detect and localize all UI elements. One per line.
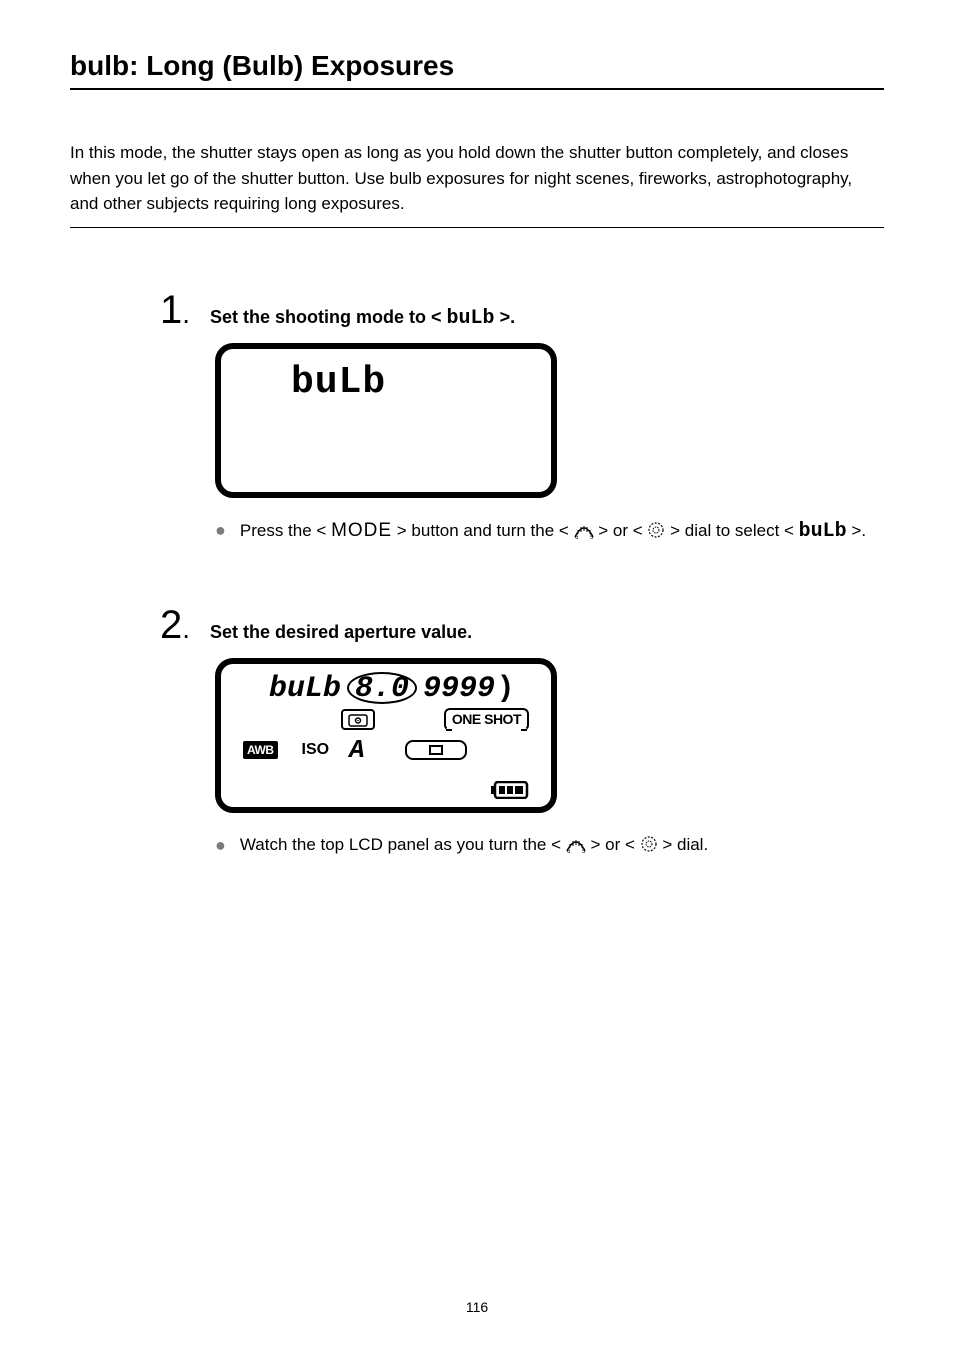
page-number: 116 [0, 1299, 954, 1315]
lcd1-bulb-text: buLb [291, 361, 529, 404]
svg-text:6: 6 [567, 849, 571, 853]
main-dial-icon: 65 [574, 520, 594, 547]
drive-mode-box [405, 740, 467, 760]
mode-label: MODE [331, 520, 392, 541]
step-2-title: Set the desired aperture value. [210, 622, 472, 643]
lcd2-bulb-text: buLb [269, 672, 341, 706]
iso-auto-glyph: A [349, 735, 365, 765]
af-area-icon [341, 709, 375, 730]
single-shot-icon [429, 745, 443, 755]
step-2: 2. Set the desired aperture value. buLb … [160, 603, 884, 861]
step-1-bullet: ● Press the < MODE > button and turn the… [215, 516, 884, 548]
intro-paragraph: In this mode, the shutter stays open as … [70, 140, 884, 228]
lcd-panel-2: buLb 8.0 9999) ONE SHOT [215, 658, 557, 813]
title-underline [70, 88, 884, 90]
awb-badge: AWB [243, 741, 278, 759]
svg-text:6: 6 [575, 535, 579, 539]
aperture-value: 8.0 [347, 672, 417, 704]
page-title: bulb: Long (Bulb) Exposures [70, 50, 884, 82]
main-dial-icon: 65 [566, 834, 586, 861]
iso-label: ISO [302, 741, 330, 759]
bullet-icon: ● [215, 516, 226, 545]
step-1: 1. Set the shooting mode to < buLb >. bu… [160, 288, 884, 548]
shots-remaining: 9999 [423, 672, 495, 706]
step-number-2: 2. [160, 603, 190, 648]
bullet-icon: ● [215, 831, 226, 860]
step-2-bullet: ● Watch the top LCD panel as you turn th… [215, 831, 884, 861]
quick-dial-icon [647, 520, 665, 547]
battery-icon [491, 781, 529, 799]
step-number-1: 1. [160, 288, 190, 333]
step-1-title: Set the shooting mode to < buLb >. [210, 307, 515, 330]
af-mode-badge: ONE SHOT [444, 708, 529, 731]
lcd-panel-1: buLb [215, 343, 557, 498]
quick-dial-icon [640, 834, 658, 861]
